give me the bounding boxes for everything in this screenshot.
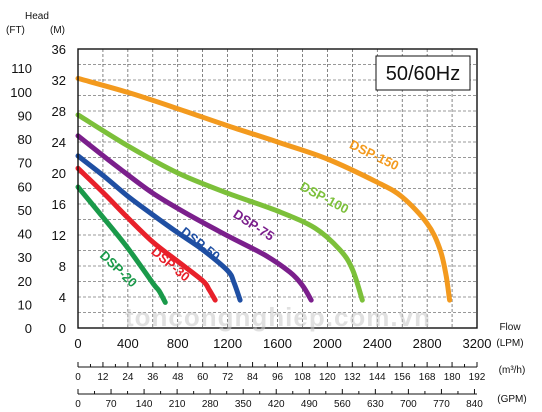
x-tick-m3h: 12 [97,372,109,383]
curve-dsp-150 [75,75,453,303]
x-tick-gpm: 70 [105,399,117,410]
x-tick-m3h: 96 [272,372,284,383]
y-tick-m: 36 [52,42,66,57]
y-tick-ft: 100 [10,85,32,100]
x-tick-m3h: 0 [75,372,81,383]
y-tick-ft: 0 [25,321,32,336]
x-tick-m3h: 84 [247,372,259,383]
y-tick-ft: 90 [18,108,32,123]
y-tick-m: 0 [59,321,66,336]
y-tick-ft: 30 [18,250,32,265]
x-tick-m3h: 108 [294,372,311,383]
grid-lines [78,49,477,328]
y-tick-m: 28 [52,104,66,119]
frequency-box [375,55,471,91]
x-tick-gpm: 770 [433,399,450,410]
x-tick-m3h: 24 [122,372,134,383]
x-tick-m3h: 180 [444,372,461,383]
x-tick-lpm: 2800 [413,336,442,351]
curve-dsp-100 [75,112,365,303]
head-title: Head [25,11,49,22]
y-tick-m: 20 [52,166,66,181]
y-tick-ft: 10 [18,297,32,312]
x-tick-lpm: 400 [117,336,139,351]
x-axis-gpm: 0 70 140 210 280 350 420 490 560 630 700 770 840 [75,389,483,410]
curve-dsp-20 [75,184,168,305]
x-axis-lpm-ticks: 0 400 800 1200 1600 2000 2400 2800 3200 [74,336,491,351]
x-tick-gpm: 140 [136,399,153,410]
y-tick-m: 8 [59,259,66,274]
plot-frame [77,48,478,329]
x-axis-m3h: 0 12 24 36 48 60 72 84 96 108 120 132 144 156 168 180 19… [75,362,486,383]
x-tick-gpm: 490 [301,399,318,410]
y-tick-ft: 110 [11,61,32,76]
y-tick-ft: 80 [18,132,32,147]
y-tick-ft: 70 [18,156,32,171]
x-tick-lpm: 3200 [463,336,492,351]
x-tick-lpm: 1600 [263,336,292,351]
head-unit-m: (M) [50,25,65,36]
x-tick-m3h: 36 [147,372,159,383]
frequency-label: 50/60Hz [386,63,461,85]
x-tick-gpm: 560 [334,399,351,410]
curve-dsp-50 [75,153,243,303]
x-tick-m3h: 60 [197,372,209,383]
x-tick-m3h: 156 [394,372,411,383]
x-tick-m3h: 48 [172,372,184,383]
x-tick-gpm: 700 [400,399,417,410]
y-tick-ft: 50 [18,203,32,218]
x-tick-lpm: 2400 [363,336,392,351]
flow-unit-gpm: (GPM) [497,394,526,405]
y-tick-ft: 40 [18,227,32,242]
x-tick-gpm: 280 [202,399,219,410]
y-tick-ft: 60 [18,179,32,194]
x-tick-gpm: 420 [268,399,285,410]
x-tick-gpm: 350 [235,399,252,410]
x-tick-gpm: 0 [75,399,81,410]
y-tick-m: 32 [52,73,66,88]
y-tick-m: 24 [52,135,66,150]
x-tick-m3h: 144 [369,372,386,383]
x-tick-gpm: 630 [367,399,384,410]
flow-label: Flow [499,322,521,333]
x-tick-m3h: 132 [344,372,361,383]
head-unit-ft: (FT) [6,25,25,36]
flow-unit-lpm: (LPM) [496,338,523,349]
x-tick-lpm: 1200 [213,336,242,351]
x-tick-lpm: 800 [167,336,189,351]
y-axis-m-ticks: 0 4 8 12 16 20 24 28 32 36 [52,42,66,336]
y-tick-ft: 20 [18,274,32,289]
y-tick-m: 16 [52,197,66,212]
x-tick-m3h: 192 [469,372,486,383]
curve-dsp-75 [75,133,314,303]
x-tick-m3h: 168 [419,372,436,383]
curve-dsp-30 [75,165,218,303]
x-tick-lpm: 2000 [313,336,342,351]
flow-unit-m3h: (m³/h) [499,365,526,376]
x-tick-lpm: 0 [74,336,81,351]
x-tick-m3h: 72 [222,372,234,383]
x-tick-m3h: 120 [319,372,336,383]
x-tick-gpm: 210 [169,399,186,410]
watermark-text: toncongnghiep.com.vn [125,302,431,332]
y-tick-m: 4 [59,290,66,305]
x-tick-gpm: 840 [466,399,483,410]
y-axis-ft-ticks: 0 10 20 30 40 50 60 70 80 90 100 110 [10,61,32,336]
pump-curves [75,75,453,305]
y-tick-m: 12 [52,228,66,243]
